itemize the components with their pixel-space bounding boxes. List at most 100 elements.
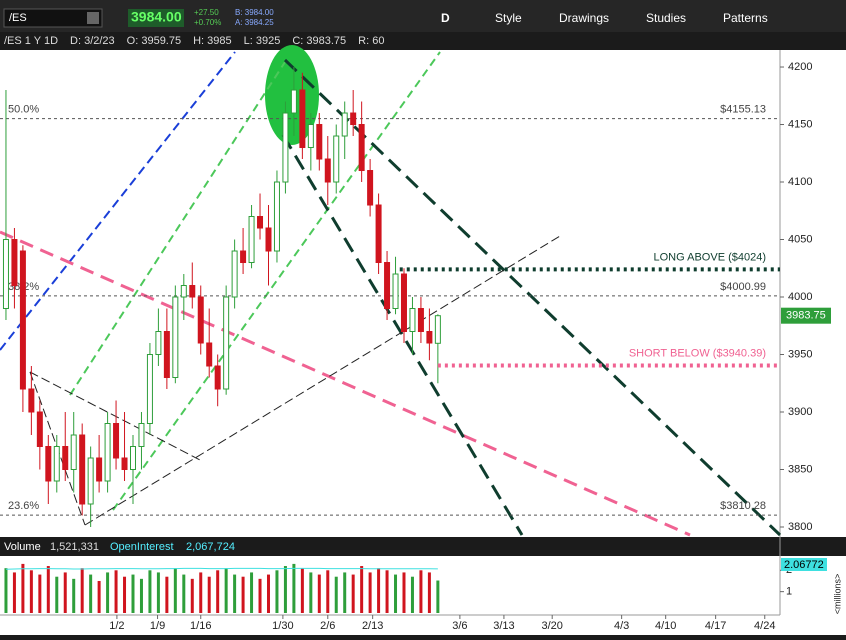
volume-bar [106,572,110,613]
x-tick-label: 1/30 [272,620,293,632]
drawings-btn[interactable]: Drawings [559,11,609,25]
volume-bar [165,576,169,613]
dropdown[interactable] [87,12,99,24]
volume-bar [436,580,440,613]
volume-bar [46,566,50,613]
candle-body [19,250,26,390]
candle-body [2,239,9,310]
candle-body [417,308,424,333]
candle-body [282,112,289,183]
y-tick-label: 4200 [788,61,812,73]
x-tick-label: 2/13 [362,620,383,632]
candle-body [375,204,382,264]
last-price-tag [781,307,831,324]
volume-title: Volume [4,541,41,553]
candle-body [129,445,136,470]
volume-bar [89,574,93,613]
trend-line [0,230,691,537]
volume-bar [419,570,423,613]
candle-body [324,158,331,183]
x-tick-label: 3/20 [541,620,562,632]
studies-btn[interactable]: Studies [646,11,686,25]
x-tick-label: 4/17 [705,620,726,632]
volume-bar [317,574,321,613]
x-tick-label: 4/10 [655,620,676,632]
x-tick-label: 1/16 [190,620,211,632]
candle-body [45,445,52,482]
patterns-btn[interactable]: Patterns [723,11,768,25]
period[interactable]: D [441,11,450,25]
style-btn[interactable]: Style [495,11,522,25]
candle-body [341,112,348,137]
x-tick-label: 1/9 [150,620,165,632]
volume-bar [21,563,25,613]
candle-body [155,331,162,356]
drawings [0,45,782,537]
change: +27.50 [194,8,219,17]
x-tick-label: 4/24 [754,620,775,632]
x-tick-label: 2/6 [320,620,335,632]
x-tick-label: 4/3 [614,620,629,632]
candle-body [53,445,60,482]
volume-header [0,537,846,556]
candle-body [28,388,35,413]
volume-bar [199,572,203,613]
volume-bar [216,570,220,613]
volume-bar [55,576,59,613]
fib-pct: 50.0% [8,104,39,116]
volume-bar [190,578,194,613]
last-price-label: 3983.75 [786,310,826,322]
info-text: L: 3925 [244,35,281,47]
change-pct: +0.70% [194,18,221,27]
y-tick-label: 4050 [788,233,812,245]
volume-bar [275,570,279,613]
y-tick-label: 4150 [788,118,812,130]
toolbar [0,0,846,32]
volume-bar [114,570,118,613]
volume-bar [173,568,177,613]
y-tick-label: 3850 [788,463,812,475]
candle-body [163,331,170,379]
oi-title: OpenInterest [110,541,174,553]
candle-body [265,227,272,252]
info-text: H: 3985 [193,35,232,47]
volume-bar [385,570,389,613]
candle-body [248,216,255,264]
candle-body [426,331,433,344]
y-tick-label: 3900 [788,406,812,418]
volume-bar [29,570,33,613]
info-text: O: 3959.75 [127,35,181,47]
candle-body [231,250,238,298]
candle-body [96,457,103,482]
y-tick-label: 3800 [788,521,812,533]
candle-body [223,296,230,390]
volume-bar [148,570,152,613]
candle-body [392,273,399,310]
ask: A: 3984.25 [235,18,274,27]
volume-bar [72,578,76,613]
symbol-box[interactable] [3,8,103,28]
x-tick-label: 3/13 [493,620,514,632]
volume-bar [266,574,270,613]
volume-bar [334,576,338,613]
volume-bar [283,566,287,613]
x-tick-label: 3/6 [452,620,467,632]
candle-body [290,89,297,114]
candle-body [189,285,196,298]
candle-body [146,354,153,425]
volume-bar [38,574,42,613]
candle-body [400,273,407,333]
oi-tag [781,558,827,571]
y-tick-label: 4000 [788,291,812,303]
info-bar [0,32,846,50]
trend-line [29,371,201,461]
volume-bar [410,576,414,613]
volume-bar [292,563,296,613]
trend-line [112,51,441,511]
price-axis-bg [780,50,846,537]
candle-body [257,216,264,229]
candle-body [62,445,69,470]
info-text: R: 60 [358,35,384,47]
candle-body [138,423,145,447]
